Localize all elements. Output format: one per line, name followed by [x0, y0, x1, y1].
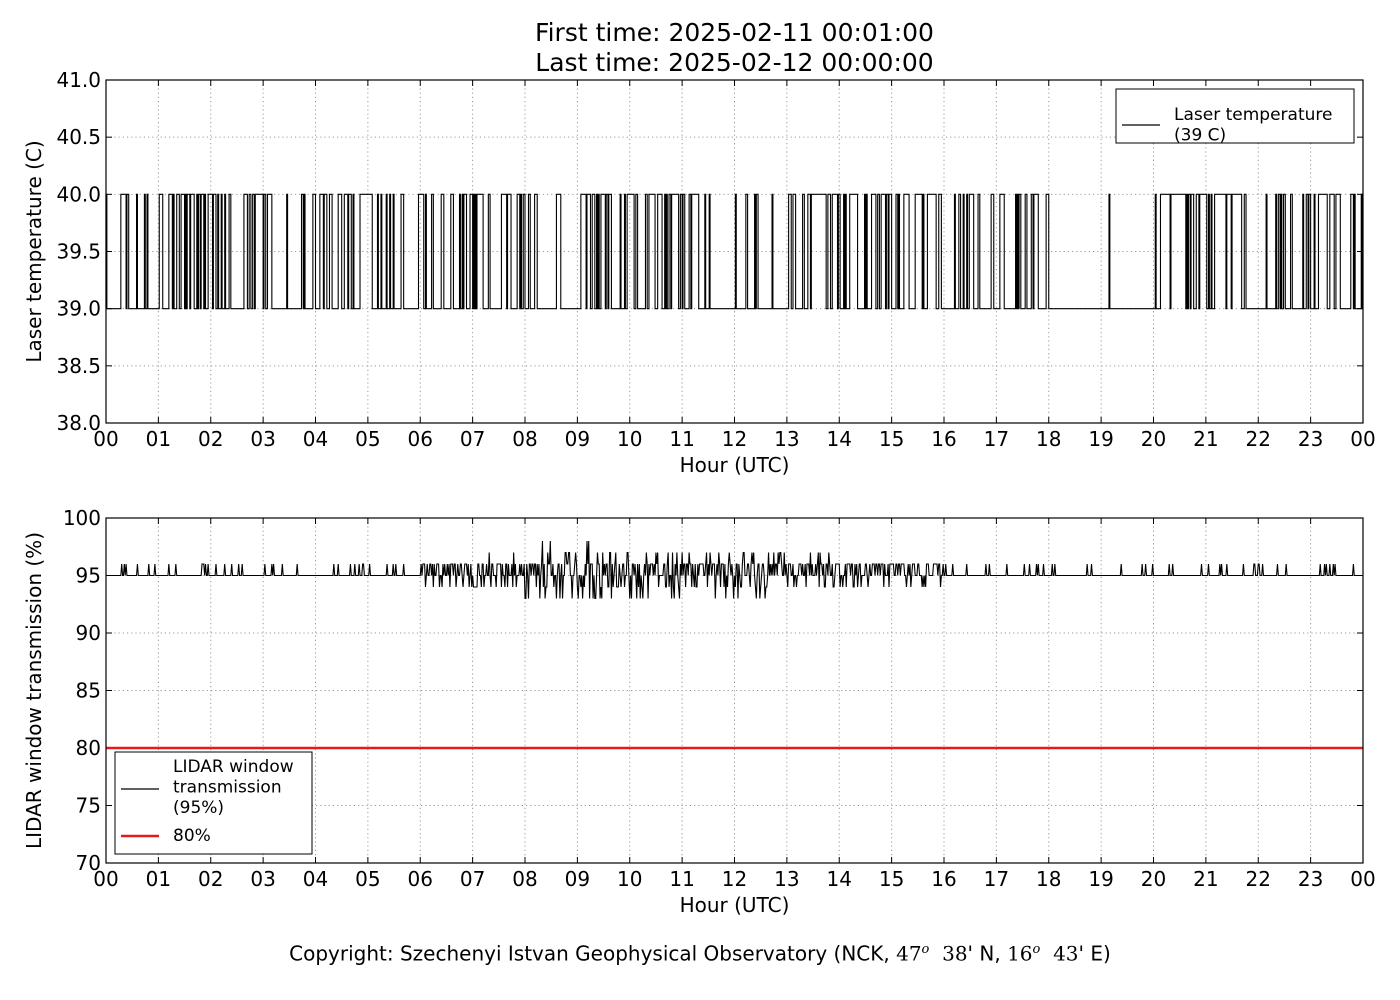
plot-frame [105, 517, 1364, 864]
x-tick-label: 17 [984, 867, 1009, 891]
latitude-minutes: 38 [942, 941, 968, 966]
x-tick-label: 11 [669, 867, 694, 891]
x-tick-label: 18 [1036, 867, 1061, 891]
x-tick-label: 10 [617, 427, 642, 451]
x-tick-label: 08 [512, 427, 537, 451]
y-axis-label: Laser temperature (C) [22, 140, 46, 362]
y-tick-label: 95 [76, 564, 101, 588]
x-tick-label: 17 [984, 427, 1009, 451]
legend-entry-label: (95%) [173, 798, 224, 818]
x-tick-label: 14 [827, 867, 852, 891]
x-tick-label: 05 [355, 427, 380, 451]
legend-entry-label: Laser temperature [1174, 105, 1332, 125]
x-tick-label: 13 [774, 427, 799, 451]
x-tick-label: 06 [408, 427, 433, 451]
x-tick-label: 16 [931, 427, 956, 451]
x-tick-label: 15 [879, 867, 904, 891]
x-tick-label: 12 [722, 427, 747, 451]
x-tick-label: 01 [146, 427, 171, 451]
legend-box [1115, 88, 1355, 144]
x-tick-label: 15 [879, 427, 904, 451]
x-axis-label: Hour (UTC) [680, 453, 790, 477]
legend-entry-label: transmission [173, 778, 282, 798]
x-tick-label: 18 [1036, 427, 1061, 451]
latitude-suffix: ' N, [967, 941, 1008, 966]
y-tick-label: 39.5 [56, 240, 101, 264]
x-tick-label: 10 [617, 867, 642, 891]
y-tick-label: 85 [76, 679, 101, 703]
x-tick-label: 03 [250, 427, 275, 451]
y-tick-label: 41.0 [56, 68, 101, 92]
y-tick-label: 75 [76, 794, 101, 818]
x-tick-label: 07 [460, 427, 485, 451]
longitude-degree-symbol: o [1032, 942, 1041, 957]
x-tick-label: 20 [1141, 867, 1166, 891]
x-tick-label: 02 [198, 867, 223, 891]
x-tick-label: 01 [146, 867, 171, 891]
legend: Laser temperature(39 C) [1115, 88, 1355, 146]
copyright-text: Copyright: Szechenyi Istvan Geophysical … [0, 936, 1400, 968]
latitude-degrees: 47 [896, 941, 922, 966]
x-tick-label: 09 [565, 427, 590, 451]
x-tick-label: 07 [460, 867, 485, 891]
x-tick-label: 21 [1193, 427, 1218, 451]
grid-lines [106, 80, 1363, 423]
x-tick-label: 05 [355, 867, 380, 891]
y-tick-label: 38.0 [56, 411, 101, 435]
x-tick-label: 12 [722, 867, 747, 891]
longitude-suffix: ' E) [1078, 941, 1111, 966]
x-tick-label: 00 [1350, 867, 1375, 891]
x-tick-label: 02 [198, 427, 223, 451]
lidar-transmission-series [106, 540, 1363, 600]
x-tick-label: 09 [565, 867, 590, 891]
x-tick-label: 23 [1298, 867, 1323, 891]
x-tick-label: 22 [1246, 867, 1271, 891]
x-tick-label: 00 [93, 427, 118, 451]
longitude-minutes: 43 [1053, 941, 1079, 966]
y-tick-label: 38.5 [56, 354, 101, 378]
y-tick-label: 39.0 [56, 297, 101, 321]
legend-entry-label: (39 C) [1174, 126, 1226, 146]
x-tick-label: 22 [1246, 427, 1271, 451]
chart-title-line-2: Last time: 2025-02-12 00:00:00 [535, 48, 934, 77]
x-tick-label: 13 [774, 867, 799, 891]
grid-lines [106, 518, 1363, 863]
y-tick-label: 80 [76, 736, 101, 760]
x-tick-label: 08 [512, 867, 537, 891]
y-tick-label: 40.5 [56, 125, 101, 149]
y-tick-label: 70 [76, 851, 101, 875]
x-tick-label: 19 [1088, 427, 1113, 451]
x-tick-label: 14 [827, 427, 852, 451]
copyright-prefix: Copyright: Szechenyi Istvan Geophysical … [289, 941, 897, 966]
x-tick-label: 19 [1088, 867, 1113, 891]
x-axis-label: Hour (UTC) [680, 893, 790, 917]
x-tick-label: 20 [1141, 427, 1166, 451]
legend-entry-label: LIDAR window [173, 757, 294, 777]
y-tick-label: 100 [63, 506, 101, 530]
y-tick-label: 90 [76, 621, 101, 645]
x-tick-label: 21 [1193, 867, 1218, 891]
x-tick-label: 04 [303, 867, 328, 891]
x-tick-label: 04 [303, 427, 328, 451]
latitude-degree-symbol: o [921, 942, 930, 957]
plot-frame [105, 79, 1364, 424]
laser-temperature-series [105, 193, 1363, 310]
longitude-degrees: 16 [1007, 941, 1033, 966]
legend-entry-label: 80% [173, 826, 211, 846]
lidar-transmission-panel: 00 01 02 03 04 05 06 07 08 09 10 11 12 13 14 15 16 17 18 19… [22, 506, 1376, 917]
x-tick-label: 16 [931, 867, 956, 891]
x-tick-label: 00 [93, 867, 118, 891]
y-tick-label: 40.0 [56, 182, 101, 206]
y-axis-label: LIDAR window transmission (%) [22, 532, 46, 849]
x-tick-label: 06 [408, 867, 433, 891]
x-tick-label: 11 [669, 427, 694, 451]
chart-title-line-1: First time: 2025-02-11 00:01:00 [535, 18, 934, 47]
x-tick-label: 03 [250, 867, 275, 891]
x-tick-label: 23 [1298, 427, 1323, 451]
laser-temperature-panel: 00 01 02 03 04 05 06 07 08 09 10 11 12 13 14 15 16 17 18 19… [22, 68, 1376, 477]
x-tick-label: 00 [1350, 427, 1375, 451]
